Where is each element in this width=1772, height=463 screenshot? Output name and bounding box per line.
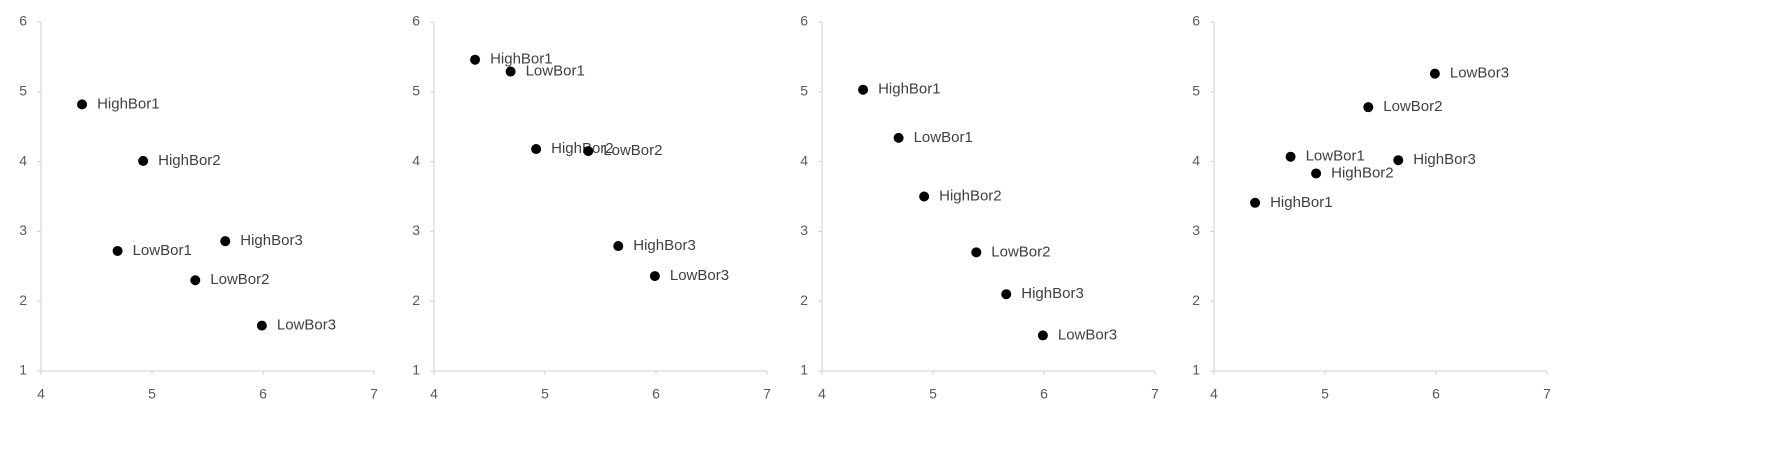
point — [971, 247, 982, 258]
point — [531, 144, 542, 155]
point-label: LowBor2 — [1383, 98, 1442, 115]
point-label: LowBor2 — [603, 142, 662, 159]
point-label: LowBor1 — [526, 63, 585, 80]
point-label: HighBor3 — [1413, 151, 1476, 168]
x-tick-label: 4 — [818, 386, 826, 402]
y-tick-label: 4 — [19, 152, 27, 168]
x-tick-label: 7 — [1151, 386, 1159, 402]
point — [256, 320, 267, 331]
x-tick-label: 5 — [1321, 386, 1329, 402]
y-tick-label: 5 — [19, 83, 27, 99]
y-tick-label: 1 — [19, 362, 27, 378]
point-label: LowBor1 — [1306, 148, 1365, 165]
point — [1037, 330, 1048, 341]
point — [505, 66, 516, 77]
point-label: HighBor1 — [97, 95, 160, 112]
point — [1285, 151, 1296, 162]
point — [1363, 102, 1374, 113]
point-label: HighBor3 — [240, 232, 303, 249]
y-tick-label: 5 — [800, 83, 808, 99]
y-tick-label: 2 — [1192, 292, 1200, 308]
x-tick-label: 5 — [148, 386, 156, 402]
point-label: HighBor1 — [490, 51, 553, 68]
point-label: HighBor3 — [1021, 285, 1084, 302]
x-tick-label: 5 — [541, 386, 549, 402]
point-label: LowBor2 — [210, 271, 269, 288]
y-tick-label: 3 — [800, 222, 808, 238]
y-tick-label: 4 — [1192, 152, 1200, 168]
point-label: HighBor1 — [878, 81, 941, 98]
y-tick-label: 1 — [1192, 362, 1200, 378]
point-label: HighBor2 — [158, 152, 221, 169]
point-label: HighBor2 — [1331, 164, 1394, 181]
point — [613, 241, 624, 252]
point-label: LowBor3 — [1450, 65, 1509, 82]
x-tick-label: 7 — [763, 386, 771, 402]
point-label: LowBor3 — [1058, 326, 1117, 343]
y-tick-label: 2 — [19, 292, 27, 308]
x-tick-label: 7 — [370, 386, 378, 402]
x-tick-label: 4 — [430, 386, 438, 402]
x-tick-label: 4 — [1210, 386, 1218, 402]
x-tick-label: 7 — [1543, 386, 1551, 402]
y-tick-label: 6 — [800, 13, 808, 29]
y-tick-label: 1 — [800, 362, 808, 378]
y-tick-label: 1 — [412, 362, 420, 378]
y-tick-label: 5 — [1192, 83, 1200, 99]
point — [1429, 68, 1440, 79]
y-tick-label: 3 — [412, 222, 420, 238]
y-tick-label: 6 — [1192, 13, 1200, 29]
point — [893, 132, 904, 143]
y-tick-label: 4 — [800, 152, 808, 168]
point — [1250, 197, 1261, 208]
point — [77, 99, 88, 110]
point — [1001, 289, 1012, 300]
point — [583, 146, 594, 157]
point — [190, 275, 201, 286]
point — [1311, 168, 1322, 179]
point-label: HighBor3 — [633, 237, 696, 254]
point — [112, 245, 123, 256]
x-tick-label: 4 — [37, 386, 45, 402]
y-tick-label: 2 — [800, 292, 808, 308]
y-tick-label: 3 — [1192, 222, 1200, 238]
point — [919, 191, 930, 202]
point — [1393, 155, 1404, 166]
y-tick-label: 4 — [412, 152, 420, 168]
point — [220, 236, 231, 247]
point-label: LowBor2 — [991, 243, 1050, 260]
point-label: LowBor1 — [914, 129, 973, 146]
point-label: LowBor3 — [670, 267, 729, 284]
x-tick-label: 6 — [259, 386, 267, 402]
x-tick-label: 6 — [1432, 386, 1440, 402]
point-label: HighBor2 — [551, 140, 614, 157]
y-tick-label: 3 — [19, 222, 27, 238]
y-tick-label: 5 — [412, 83, 420, 99]
point — [138, 155, 149, 166]
x-tick-label: 6 — [652, 386, 660, 402]
y-tick-label: 6 — [412, 13, 420, 29]
x-tick-label: 5 — [929, 386, 937, 402]
y-tick-label: 2 — [412, 292, 420, 308]
point — [470, 54, 481, 65]
x-tick-label: 6 — [1040, 386, 1048, 402]
point — [858, 84, 869, 95]
point — [649, 271, 660, 282]
point-label: LowBor1 — [133, 242, 192, 259]
point-label: LowBor3 — [277, 317, 336, 334]
point-label: HighBor2 — [939, 187, 1002, 204]
point-label: HighBor1 — [1270, 194, 1333, 211]
y-tick-label: 6 — [19, 13, 27, 29]
